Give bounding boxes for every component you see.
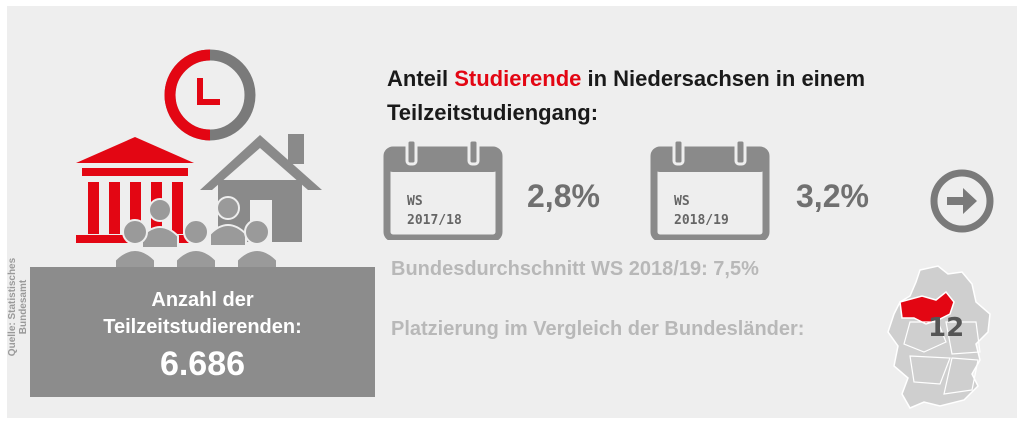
stats-label-line2: Teilzeitstudierenden:	[103, 316, 302, 338]
stats-value: 6.686	[159, 345, 246, 383]
percent-ws-2017-18: 2,8%	[527, 178, 600, 214]
germany-map: 12	[880, 262, 1000, 417]
stats-label-line1: Anzahl der	[151, 289, 254, 311]
calendar-label-line2: 2018/19	[674, 213, 729, 228]
arrow-right-icon[interactable]	[929, 168, 995, 234]
calendar-ws-2018-19: WS 2018/19	[650, 138, 770, 245]
part-time-students-box: Anzahl der Teilzeitstudierenden: 6.686	[30, 267, 375, 397]
headline-part2: in Niedersachsen in einem	[581, 66, 866, 91]
headline-part1: Anteil	[387, 66, 455, 91]
calendar-label-line1: WS	[407, 194, 423, 209]
headline-line2: Teilzeitstudiengang:	[387, 100, 599, 125]
calendar-label: WS 2018/19	[674, 192, 729, 230]
headline: Anteil Studierende in Niedersachsen in e…	[387, 62, 917, 130]
headline-highlight: Studierende	[454, 66, 582, 91]
calendar-label-line2: 2017/18	[407, 213, 462, 228]
calendar-icon	[383, 138, 503, 242]
people-group-icon	[114, 196, 278, 270]
placement-label: Platzierung im Vergleich der Bundeslände…	[391, 318, 805, 340]
germany-map-icon: 12	[887, 265, 991, 409]
calendar-label-line1: WS	[674, 194, 690, 209]
source-note: Quelle: Statistisches Bundesamt	[7, 257, 29, 357]
calendar-icon	[650, 138, 770, 242]
rank-number: 12	[928, 313, 964, 343]
icon-cluster	[76, 49, 322, 270]
calendar-label: WS 2017/18	[407, 192, 462, 230]
percent-ws-2018-19: 3,2%	[796, 178, 869, 214]
stats-label: Anzahl der Teilzeitstudierenden:	[30, 287, 375, 341]
clock-icon	[164, 49, 256, 141]
calendar-ws-2017-18: WS 2017/18	[383, 138, 503, 245]
federal-average: Bundesdurchschnitt WS 2018/19: 7,5%	[391, 258, 759, 280]
headline-line1: Anteil Studierende in Niedersachsen in e…	[387, 62, 917, 96]
